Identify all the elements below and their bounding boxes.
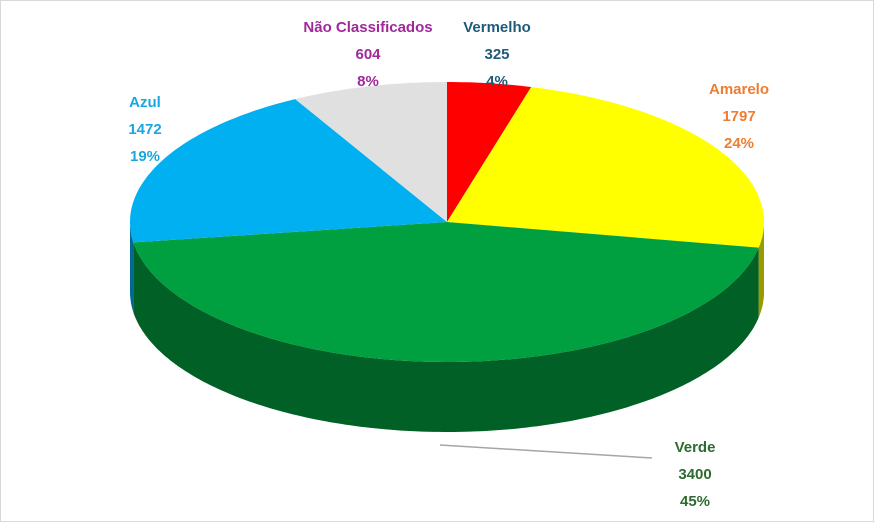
slice-label: Amarelo (709, 81, 769, 98)
slice-side (130, 222, 134, 313)
slice-side (758, 222, 764, 318)
slice-label: Não Classificados (303, 19, 432, 36)
value-label: 325 (484, 46, 509, 63)
slice (447, 87, 764, 248)
slice-label: Azul (129, 94, 161, 111)
slice (447, 82, 532, 222)
slice (130, 99, 447, 243)
percent-label: 4% (486, 73, 508, 90)
slice (295, 82, 447, 222)
value-label: 1472 (128, 121, 161, 138)
value-label: 1797 (722, 108, 755, 125)
slice (133, 222, 759, 362)
value-label: 604 (355, 46, 381, 63)
value-label: 3400 (678, 466, 711, 483)
slice-side (133, 242, 759, 432)
percent-label: 19% (130, 148, 160, 165)
percent-label: 8% (357, 73, 379, 90)
leader-line (439, 444, 653, 459)
percent-label: 45% (680, 493, 710, 510)
slice-label: Verde (675, 439, 716, 456)
slice-label: Vermelho (463, 19, 531, 36)
percent-label: 24% (724, 135, 754, 152)
